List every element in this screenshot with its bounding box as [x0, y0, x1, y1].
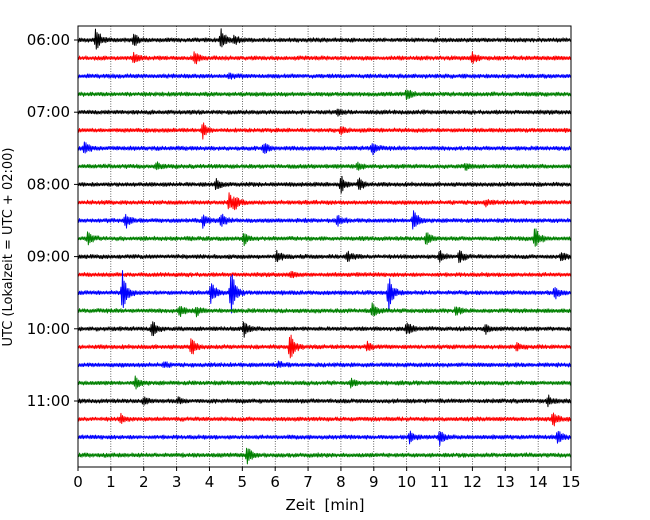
- trace-1100: [77, 394, 572, 408]
- trace-1015: [77, 334, 572, 359]
- trace-1000: [77, 321, 572, 338]
- x-tick-label-0: 0: [73, 473, 83, 491]
- x-tick-label-8: 8: [336, 473, 346, 491]
- x-tick-label-1: 1: [106, 473, 116, 491]
- trace-1030: [77, 360, 572, 369]
- x-tick-label-5: 5: [238, 473, 248, 491]
- y-tick-label-1: 07:00: [27, 103, 70, 121]
- x-tick-label-4: 4: [205, 473, 215, 491]
- trace-0745: [77, 161, 572, 171]
- x-tick-label-15: 15: [561, 473, 580, 491]
- trace-1115: [77, 412, 572, 427]
- trace-0915: [77, 270, 572, 279]
- x-tick-label-11: 11: [430, 473, 449, 491]
- y-tick-label-2: 08:00: [27, 175, 70, 193]
- x-tick-label-6: 6: [270, 473, 280, 491]
- trace-0815: [77, 192, 572, 211]
- trace-0930: [77, 270, 572, 314]
- trace-0900: [77, 249, 572, 264]
- y-tick-label-0: 06:00: [27, 31, 70, 49]
- seismic-traces: [77, 28, 572, 465]
- trace-0945: [77, 302, 572, 318]
- x-tick-label-7: 7: [303, 473, 313, 491]
- x-tick-label-2: 2: [139, 473, 149, 491]
- trace-0630: [77, 72, 572, 80]
- trace-0645: [77, 89, 572, 101]
- x-tick-label-3: 3: [172, 473, 182, 491]
- trace-0845: [77, 228, 572, 247]
- y-axis-ticks: 06:00 07:00 08:00 09:00 10:00 11:00: [27, 31, 78, 410]
- trace-1130: [77, 430, 572, 446]
- vertical-gridlines: [110, 26, 539, 467]
- trace-0830: [77, 210, 572, 230]
- trace-0600: [77, 28, 572, 50]
- x-tick-label-9: 9: [369, 473, 379, 491]
- y-tick-label-3: 09:00: [27, 248, 70, 266]
- trace-0700: [77, 108, 572, 117]
- trace-0615: [77, 51, 572, 65]
- trace-0715: [77, 122, 572, 140]
- x-tick-label-14: 14: [529, 473, 548, 491]
- trace-1045: [77, 375, 572, 390]
- x-axis-label: Zeit [min]: [285, 496, 364, 514]
- x-tick-label-10: 10: [397, 473, 416, 491]
- plot-frame: [77, 25, 572, 468]
- x-tick-label-12: 12: [463, 473, 482, 491]
- trace-0800: [77, 175, 572, 194]
- y-tick-label-4: 10:00: [27, 320, 70, 338]
- y-tick-label-5: 11:00: [27, 392, 70, 410]
- x-tick-label-13: 13: [496, 473, 515, 491]
- trace-1145: [77, 447, 572, 465]
- x-axis-ticks: 0 1 2 3 4 5 6 7 8 9 10 11 12 13 14 15: [73, 467, 581, 491]
- y-axis-label: UTC (Lokalzeit = UTC + 02:00): [1, 148, 16, 347]
- trace-0730: [77, 141, 572, 156]
